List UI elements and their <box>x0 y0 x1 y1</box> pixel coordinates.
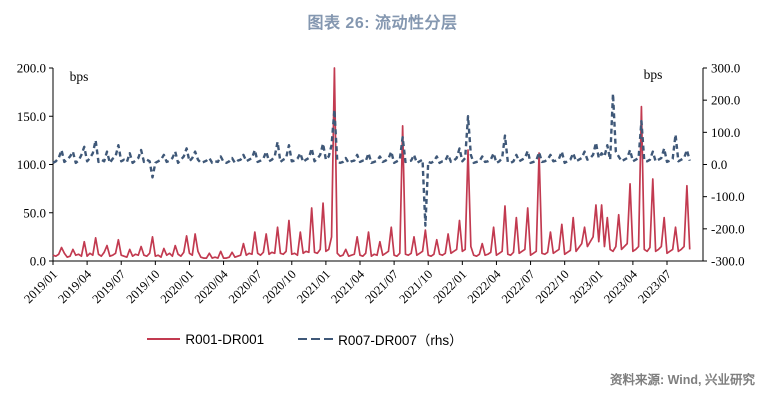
x-axis-tick-label: 2023/04 <box>601 267 640 306</box>
chart-title: 图表 26: 流动性分层 <box>307 15 458 32</box>
x-axis-tick-label: 2020/10 <box>260 267 299 306</box>
legend-item-r001-dr001: R001-DR001 <box>147 332 264 347</box>
x-axis-tick-label: 2022/04 <box>465 267 504 306</box>
x-axis-tick-label: 2019/07 <box>89 267 128 306</box>
x-axis-tick-label: 2021/07 <box>362 267 401 306</box>
legend-item-r007-dr007: R007-DR007（rhs） <box>298 329 463 349</box>
left-axis-tick-label: 200.0 <box>17 61 46 76</box>
x-axis-tick-label: 2019/10 <box>124 267 163 306</box>
dashed-line-sample <box>298 337 334 341</box>
x-axis-tick-label: 2019/04 <box>55 267 94 306</box>
right-axis-tick-label: -300.0 <box>711 254 745 269</box>
x-axis-tick-label: 2023/01 <box>567 267 606 306</box>
right-axis-tick-label: 200.0 <box>711 93 740 108</box>
right-axis-tick-label: 300.0 <box>711 61 740 76</box>
legend-label-r007: R007-DR007（rhs） <box>338 333 463 348</box>
x-axis-tick-label: 2021/10 <box>396 267 435 306</box>
x-axis-tick-label: 2019/01 <box>21 267 60 306</box>
left-axis-tick-label: 0.0 <box>30 254 46 269</box>
left-unit-label: bps <box>70 69 89 84</box>
x-axis-tick-label: 2020/01 <box>158 267 197 306</box>
left-axis-tick-label: 100.0 <box>17 157 46 172</box>
x-axis-tick-label: 2022/01 <box>431 267 470 306</box>
right-axis-tick-label: -200.0 <box>711 221 745 236</box>
x-axis-tick-label: 2021/04 <box>328 267 367 306</box>
r007-dr007-series-line <box>52 92 691 227</box>
x-axis-tick-label: 2022/10 <box>533 267 572 306</box>
x-axis-tick-label: 2020/04 <box>192 267 231 306</box>
legend-label-r001: R001-DR001 <box>185 331 265 347</box>
right-axis-tick-label: 100.0 <box>711 125 740 140</box>
r001-dr001-series-line <box>52 67 691 259</box>
data-source-note: 资料来源: Wind, 兴业研究 <box>609 373 755 387</box>
right-unit-label: bps <box>644 67 663 82</box>
solid-line-sample <box>147 337 181 341</box>
x-axis-tick-label: 2021/01 <box>294 267 333 306</box>
x-axis-tick-label: 2022/07 <box>499 267 538 306</box>
left-axis-tick-label: 50.0 <box>23 205 46 220</box>
left-axis-tick-label: 150.0 <box>17 109 46 124</box>
x-axis-tick-label: 2023/07 <box>635 267 674 306</box>
right-axis-tick-label: -100.0 <box>711 189 745 204</box>
right-axis-tick-label: 0.0 <box>711 157 727 172</box>
chart-legend: R001-DR001 R007-DR007（rhs） <box>0 330 610 348</box>
x-axis-tick-label: 2020/07 <box>226 267 265 306</box>
